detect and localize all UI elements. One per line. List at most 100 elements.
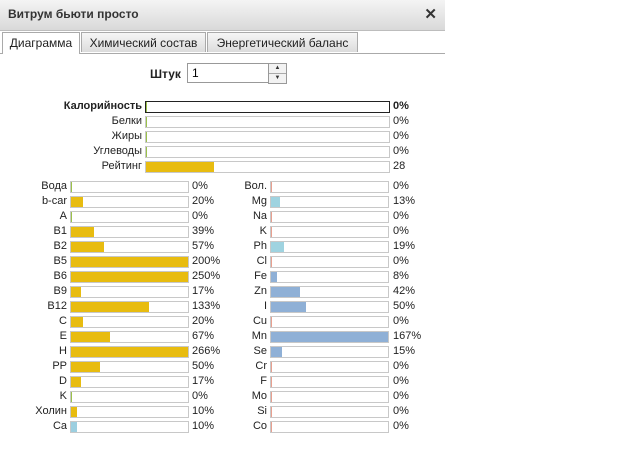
vitamin-bar-fill [71,422,77,432]
vitamin-bar [70,361,189,373]
mineral-value: 0% [393,360,409,372]
mineral-value: 0% [393,405,409,417]
mineral-value: 0% [393,420,409,432]
vitamin-bar [70,256,189,268]
mineral-bar-fill [271,272,277,282]
mineral-bar-fill [271,407,272,417]
vitamin-value: 50% [192,360,215,372]
mineral-label: Mo [251,390,267,402]
vitamin-bar [70,226,189,238]
summary-bar-fill [146,132,147,142]
vitamin-bar [70,316,189,328]
vitamin-label: B5 [53,255,67,267]
vitamin-bar-fill [71,257,188,267]
mineral-bar-fill [271,197,280,207]
mineral-value: 19% [393,240,416,252]
mineral-label: Вол. [244,180,267,192]
vitamin-bar [70,211,189,223]
vitamin-value: 0% [192,180,208,192]
mineral-bar-fill [271,257,272,267]
mineral-bar [270,256,389,268]
mineral-value: 0% [393,315,409,327]
vitamin-label: Ca [52,420,67,432]
close-icon[interactable]: ✕ [424,6,437,23]
vitamin-value: 10% [192,420,215,432]
mineral-bar [270,376,389,388]
vitamin-label: Холин [35,405,67,417]
vitamin-label: K [59,390,67,402]
mineral-bar-fill [271,227,272,237]
tab-energy-balance[interactable]: Энергетический баланс [207,32,358,52]
vitamin-bar [70,391,189,403]
spin-down-icon[interactable]: ▼ [274,75,281,81]
summary-label: Калорийность [63,100,142,112]
mineral-bar [270,241,389,253]
vitamin-label: B12 [47,300,67,312]
mineral-value: 13% [393,195,416,207]
mineral-bar [270,181,389,193]
mineral-value: 0% [393,255,409,267]
vitamin-value: 20% [192,195,215,207]
vitamin-value: 266% [192,345,221,357]
mineral-label: Cu [252,315,267,327]
summary-bar-fill [146,162,214,172]
quantity-input[interactable] [187,63,269,83]
mineral-bar-fill [271,182,272,192]
mineral-label: Se [253,345,267,357]
mineral-value: 0% [393,375,409,387]
mineral-label: Mg [251,195,267,207]
mineral-value: 42% [393,285,416,297]
vitamin-label: b-car [41,195,67,207]
vitamin-value: 200% [192,255,221,267]
mineral-value: 0% [393,180,409,192]
tab-chemical-composition[interactable]: Химический состав [81,32,206,52]
vitamin-bar-fill [71,347,188,357]
product-dialog: Витрум бьюти просто ✕ Диаграмма Химическ… [0,0,445,433]
tab-diagram[interactable]: Диаграмма [2,32,80,54]
vitamin-bar [70,376,189,388]
vitamin-bar [70,421,189,433]
vitamin-label: B2 [53,240,67,252]
vitamin-bar [70,241,189,253]
vitamin-bar [70,286,189,298]
mineral-bar [270,346,389,358]
vitamin-bar-fill [71,317,83,327]
mineral-bar-fill [271,377,272,387]
vitamin-bar-fill [71,272,188,282]
vitamin-value: 0% [192,210,208,222]
vitamin-bar [70,196,189,208]
mineral-bar-fill [271,347,282,357]
mineral-value: 167% [393,330,422,342]
vitamin-bar-fill [71,407,77,417]
vitamin-value: 0% [192,390,208,402]
vitamin-value: 250% [192,270,221,282]
mineral-bar [270,331,389,343]
vitamin-value: 17% [192,285,215,297]
vitamin-value: 133% [192,300,221,312]
mineral-value: 50% [393,300,416,312]
vitamin-value: 10% [192,405,215,417]
spin-up-icon[interactable]: ▲ [269,64,286,74]
mineral-bar-fill [271,212,272,222]
quantity-stepper[interactable]: ▲ ▼ [268,63,287,84]
summary-label: Углеводы [93,145,142,157]
vitamin-label: D [59,375,67,387]
summary-value: 0% [393,130,409,142]
vitamin-bar-fill [71,332,110,342]
vitamin-bar [70,181,189,193]
vitamin-bar [70,346,189,358]
mineral-label: Cr [255,360,267,372]
summary-bar [145,116,390,128]
mineral-label: I [263,300,267,312]
mineral-bar [270,406,389,418]
mineral-value: 0% [393,390,409,402]
mineral-label: Na [252,210,267,222]
vitamin-bar-fill [71,197,83,207]
vitamin-bar [70,301,189,313]
vitamin-bar-fill [71,242,104,252]
vitamin-bar-fill [71,392,72,402]
mineral-label: Si [257,405,267,417]
mineral-bar [270,271,389,283]
mineral-label: Cl [256,255,267,267]
mineral-bar-fill [271,317,272,327]
